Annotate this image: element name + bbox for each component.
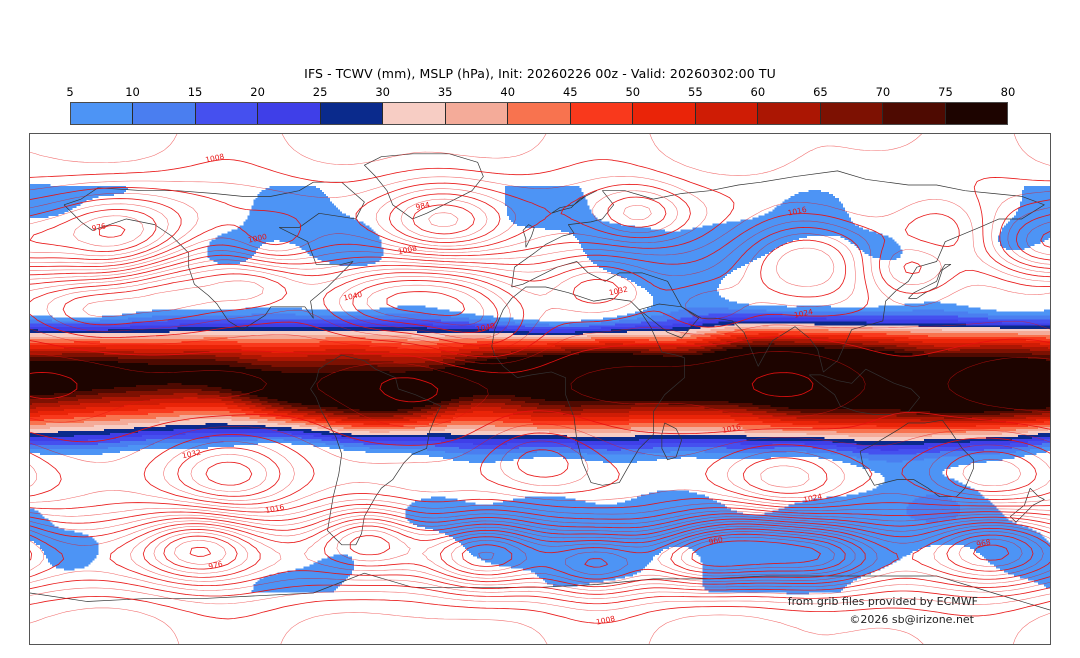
colorbar-swatch-50-55 (633, 103, 696, 124)
colorbar-swatch-60-65 (758, 103, 821, 124)
mslp-contours (30, 134, 1050, 644)
svg-text:968: 968 (976, 537, 992, 549)
svg-text:1016: 1016 (265, 502, 286, 515)
colorbar-swatch-70-75 (883, 103, 946, 124)
colorbar-tick-10: 10 (125, 85, 140, 99)
coastlines (30, 153, 1050, 611)
svg-text:1024: 1024 (802, 492, 823, 505)
svg-text:1008: 1008 (397, 243, 418, 256)
colorbar-swatch-20-25 (258, 103, 321, 124)
colorbar-tick-labels: 5 10 15 20 25 30 35 40 45 50 55 60 65 70 75 80 (66, 85, 1015, 100)
svg-text:1000: 1000 (247, 232, 268, 245)
colorbar-swatch-25-30 (320, 103, 384, 124)
colorbar-tick-50: 50 (625, 85, 641, 99)
colorbar-tick-5: 5 (66, 85, 74, 99)
svg-text:976: 976 (91, 221, 107, 233)
isobar-labels: 960 968 976 976 984 1000 1008 1008 1008 1016 1016 1… (91, 152, 992, 627)
colorbar-tick-15: 15 (187, 85, 203, 99)
colorbar-swatch-30-35 (383, 103, 446, 124)
colorbar-swatch-35-40 (445, 103, 509, 124)
colorbar-tick-20: 20 (250, 85, 265, 99)
svg-text:960: 960 (708, 535, 724, 547)
svg-text:1032: 1032 (181, 448, 201, 461)
colorbar-tick-55: 55 (688, 85, 703, 99)
page-title: IFS - TCWV (mm), MSLP (hPa), Init: 20260… (304, 66, 776, 81)
colorbar: 5 10 15 20 25 30 35 40 45 50 55 60 65 70 75 80 (66, 85, 1015, 125)
tcwv-shading (30, 183, 1050, 595)
svg-text:1032: 1032 (608, 285, 628, 298)
colorbar-tick-45: 45 (562, 85, 578, 99)
colorbar-swatch-5-10 (71, 103, 134, 124)
svg-text:1008: 1008 (205, 152, 226, 165)
colorbar-swatch-55-60 (695, 103, 759, 124)
data-source-credit: from grib files provided by ECMWF (787, 595, 978, 608)
colorbar-tick-30: 30 (375, 85, 390, 99)
colorbar-swatch-45-50 (570, 103, 634, 124)
svg-text:1008: 1008 (595, 614, 616, 627)
svg-text:984: 984 (415, 200, 431, 212)
colorbar-tick-75: 75 (938, 85, 953, 99)
colorbar-tick-60: 60 (750, 85, 766, 99)
svg-text:1040: 1040 (475, 321, 496, 334)
colorbar-swatch-10-15 (133, 103, 196, 124)
map-canvas: 960 968 976 976 984 1000 1008 1008 1008 1016 1016 1… (30, 134, 1050, 644)
colorbar-tick-80: 80 (1000, 85, 1016, 99)
colorbar-tick-40: 40 (500, 85, 516, 99)
svg-text:1016: 1016 (787, 205, 808, 218)
colorbar-tick-25: 25 (312, 85, 328, 99)
colorbar-tick-65: 65 (813, 85, 828, 99)
map-panel[interactable]: 960 968 976 976 984 1000 1008 1008 1008 1016 1016 1… (29, 133, 1051, 645)
colorbar-swatch-15-20 (195, 103, 259, 124)
svg-text:976: 976 (208, 559, 224, 571)
colorbar-swatch-40-45 (508, 103, 571, 124)
svg-text:1024: 1024 (793, 307, 814, 320)
svg-text:1040: 1040 (343, 290, 364, 303)
colorbar-swatches (70, 102, 1008, 125)
colorbar-swatch-65-70 (820, 103, 884, 124)
svg-text:1016: 1016 (721, 422, 742, 435)
colorbar-tick-70: 70 (875, 85, 891, 99)
colorbar-swatch-75-80 (945, 103, 1008, 124)
copyright-credit: ©2026 sb@irizone.net (849, 613, 974, 626)
colorbar-tick-35: 35 (437, 85, 453, 99)
